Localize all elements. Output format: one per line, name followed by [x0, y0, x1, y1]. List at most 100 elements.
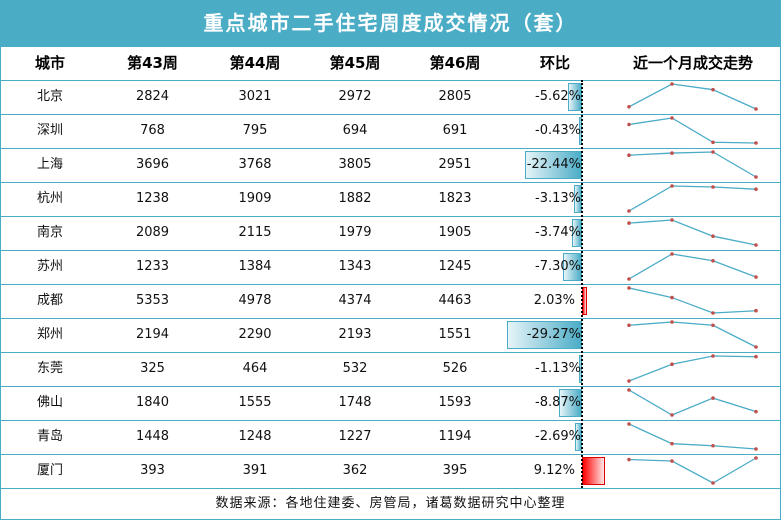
weekly-value-w43: 2194: [135, 327, 170, 342]
sparkline-marker: [627, 286, 631, 290]
table-row: 佛山 1840 1555 1748 1593 -8.87%: [0, 386, 781, 421]
sparkline-marker: [670, 362, 674, 367]
sparkline-marker: [754, 187, 758, 192]
trend-sparkline: [627, 320, 758, 349]
weekly-value-w45: 3805: [338, 157, 372, 172]
weekly-value-w45: 1882: [338, 191, 372, 206]
city-name: 青岛: [36, 429, 63, 444]
weekly-value-w45: 1227: [338, 429, 372, 444]
weekly-value-w46: 1551: [438, 327, 472, 342]
city-name: 杭州: [36, 191, 63, 206]
mom-zero-axis: [581, 80, 583, 488]
weekly-value-w43: 3696: [135, 157, 170, 172]
sparkline-marker: [711, 396, 715, 400]
mom-value: -1.13%: [535, 361, 581, 376]
sparkline-marker: [627, 457, 631, 462]
sparkline-marker: [670, 151, 674, 155]
trend-sparkline: [627, 354, 758, 383]
sparkline-marker: [711, 87, 715, 92]
sparkline-marker: [711, 481, 715, 485]
sparkline-marker: [627, 323, 631, 328]
city-name: 南京: [36, 225, 63, 240]
weekly-value-w46: 395: [442, 463, 468, 478]
mom-value: -29.27%: [526, 327, 581, 342]
table-row: 苏州 1233 1384 1343 1245 -7.30%: [0, 250, 781, 285]
weekly-value-w46: 2805: [438, 89, 472, 104]
weekly-value-w44: 1248: [238, 429, 272, 444]
sparkline-marker: [627, 422, 631, 426]
table-row: 成都 5353 4978 4374 4463 2.03%: [0, 284, 781, 319]
weekly-value-w46: 1823: [438, 191, 472, 206]
weekly-value-w43: 325: [140, 361, 165, 376]
table-row: 杭州 1238 1909 1882 1823 -3.13%: [0, 182, 781, 217]
table-row: 东莞 325 464 532 526 -1.13%: [0, 352, 781, 387]
mom-value: -3.74%: [535, 225, 581, 240]
sparkline-marker: [754, 141, 758, 145]
sparkline-marker: [711, 311, 715, 315]
weekly-value-w43: 1233: [135, 259, 170, 274]
mom-value: -2.69%: [535, 429, 581, 444]
header-trend: 近一个月成交走势: [632, 54, 753, 72]
weekly-value-w45: 4374: [338, 293, 372, 308]
weekly-value-w45: 532: [342, 361, 368, 376]
weekly-value-w44: 464: [242, 361, 268, 376]
trend-sparkline: [627, 456, 758, 485]
weekly-value-w45: 2193: [338, 327, 372, 342]
trend-sparkline: [627, 218, 758, 247]
header-row: 城市 第43周 第44周 第45周 第46周 环比 近一个月成交走势: [0, 47, 781, 81]
weekly-value-w44: 391: [242, 463, 268, 478]
sparkline-marker: [711, 185, 715, 189]
sparkline-marker: [670, 184, 674, 188]
sparkline-marker: [670, 320, 674, 324]
weekly-value-w45: 2972: [338, 89, 372, 104]
weekly-value-w46: 526: [442, 361, 468, 376]
sparkline-marker: [711, 234, 715, 238]
trend-sparkline: [627, 422, 758, 451]
mom-value: -22.44%: [526, 157, 581, 172]
weekly-value-w46: 1245: [438, 259, 472, 274]
weekly-value-w46: 691: [442, 123, 468, 138]
sparkline-marker: [670, 459, 674, 463]
sparkline-marker: [711, 443, 715, 448]
weekly-value-w46: 1593: [438, 395, 472, 410]
weekly-value-w43: 2089: [135, 225, 170, 240]
weekly-value-w45: 1748: [338, 395, 372, 410]
sparkline-marker: [627, 379, 631, 383]
trend-sparkline: [627, 150, 758, 179]
sparkline-marker: [627, 105, 631, 109]
weekly-value-w44: 1384: [238, 259, 272, 274]
table-row: 青岛 1448 1248 1227 1194 -2.69%: [0, 420, 781, 455]
page-title: 重点城市二手住宅周度成交情况（套）: [0, 0, 781, 47]
table-row: 郑州 2194 2290 2193 1551 -29.27%: [0, 318, 781, 353]
header-w43: 第43周: [127, 54, 178, 72]
weekly-value-w43: 768: [140, 123, 165, 138]
weekly-value-w46: 4463: [438, 293, 472, 308]
sparkline-marker: [627, 153, 631, 157]
city-name: 郑州: [36, 327, 63, 342]
city-name: 成都: [36, 293, 63, 308]
weekly-value-w43: 1840: [135, 395, 170, 410]
sparkline-marker: [670, 218, 674, 222]
sparkline-marker: [754, 345, 758, 349]
city-name: 苏州: [36, 259, 63, 274]
sparkline-marker: [670, 441, 674, 446]
trend-sparkline: [627, 252, 758, 281]
sparkline-marker: [754, 107, 758, 111]
sparkline-marker: [754, 243, 758, 247]
table-row: 北京 2824 3021 2972 2805 -5.62%: [0, 80, 781, 115]
sparkline-marker: [627, 221, 631, 225]
sparkline-marker: [754, 354, 758, 359]
header-mom: 环比: [539, 54, 570, 72]
header-w46: 第46周: [429, 54, 481, 72]
mom-value: 2.03%: [533, 293, 575, 308]
weekly-value-w44: 2115: [238, 225, 272, 240]
trend-sparkline: [627, 286, 758, 315]
sparkline-marker: [711, 150, 715, 154]
weekly-value-w45: 694: [342, 123, 368, 138]
sparkline-marker: [670, 116, 674, 120]
city-name: 深圳: [36, 123, 63, 138]
city-name: 东莞: [36, 361, 63, 376]
sparkline-marker: [627, 209, 631, 213]
weekly-value-w43: 2824: [135, 89, 170, 104]
weekly-value-w44: 2290: [238, 327, 272, 342]
